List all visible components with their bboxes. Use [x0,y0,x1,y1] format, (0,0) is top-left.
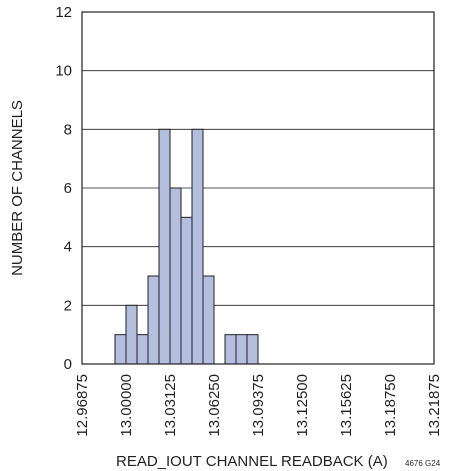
x-tick-label: 13.09375 [250,374,267,437]
y-tick-label: 2 [64,297,72,314]
histogram-bar [224,334,237,365]
x-tick-label: 13.21875 [426,374,443,437]
x-axis-title: READ_IOUT CHANNEL READBACK (A) [116,453,388,470]
y-tick-labels: 0 2 4 6 8 10 12 [55,4,72,373]
figure-code: 4676 G24 [405,459,441,468]
histogram-bar [202,275,215,365]
x-tick-label: 13.03125 [162,374,179,437]
y-axis-title: NUMBER OF CHANNELS [9,100,26,276]
histogram-bar [246,334,259,365]
x-tick-label: 13.18750 [382,374,399,437]
y-tick-label: 6 [64,180,72,197]
x-tick-label: 13.12500 [294,374,311,437]
y-tick-label: 8 [64,121,72,138]
x-tick-label: 13.00000 [118,374,135,437]
histogram-bars [114,128,259,365]
y-tick-label: 4 [64,239,72,256]
histogram-bar [158,128,171,365]
histogram-bar [136,334,149,365]
histogram-bar [235,334,248,365]
histogram-bar [114,334,127,365]
y-tick-label: 10 [55,63,72,80]
histogram-bar [147,275,160,365]
y-tick-label: 0 [64,356,72,373]
histogram-bar [180,216,193,365]
y-tick-label: 12 [55,4,72,21]
plot-frame [81,11,435,365]
x-tick-label: 13.06250 [206,374,223,437]
histogram-bar [125,304,138,365]
histogram-bar [169,187,182,365]
x-tick-label: 13.15625 [338,374,355,437]
gridlines [82,70,434,306]
x-tick-label: 12.96875 [74,374,91,437]
histogram-bar [191,128,204,365]
x-tick-labels: 12.96875 13.00000 13.03125 13.06250 13.09375… [74,374,443,437]
